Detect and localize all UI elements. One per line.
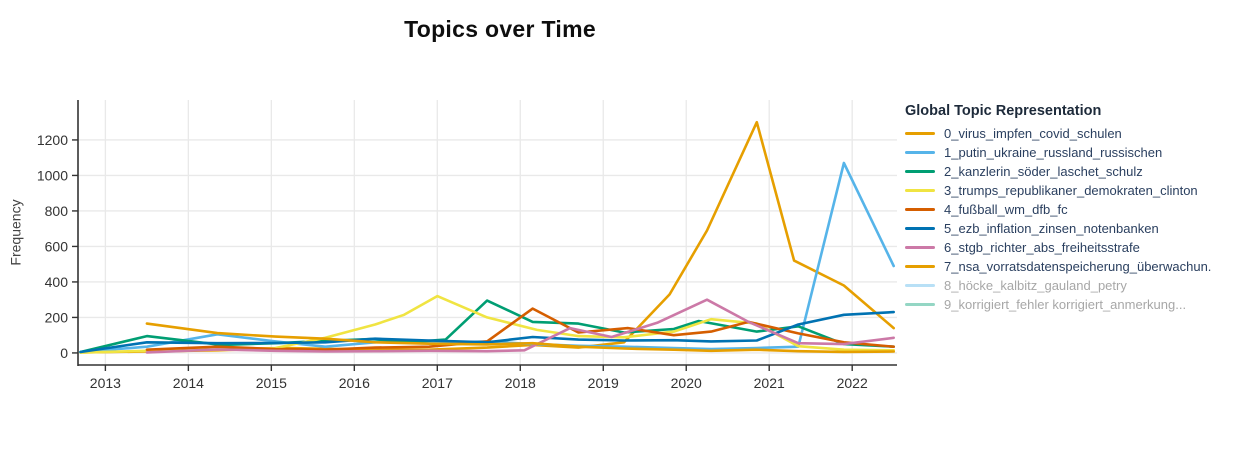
y-tick-label: 400 bbox=[45, 274, 69, 290]
legend-item-label: 6_stgb_richter_abs_freiheitsstrafe bbox=[944, 240, 1140, 255]
x-tick-label: 2022 bbox=[837, 375, 868, 391]
legend-swatch-icon bbox=[905, 265, 935, 268]
legend-swatch-icon bbox=[905, 246, 935, 249]
legend-item-label: 1_putin_ukraine_russland_russischen bbox=[944, 145, 1163, 160]
y-tick-label: 800 bbox=[45, 203, 69, 219]
legend-item-label: 2_kanzlerin_söder_laschet_schulz bbox=[944, 164, 1143, 179]
series-line-4[interactable] bbox=[145, 307, 896, 352]
series-lines bbox=[79, 120, 896, 354]
legend-item-label: 9_korrigiert_fehler korrigiert_anmerkung… bbox=[944, 297, 1187, 312]
legend-item-4[interactable]: 4_fußball_wm_dfb_fc bbox=[905, 200, 1245, 219]
legend-item-6[interactable]: 6_stgb_richter_abs_freiheitsstrafe bbox=[905, 238, 1245, 257]
series-line-1[interactable] bbox=[79, 161, 896, 354]
y-axis-title: Frequency bbox=[7, 199, 24, 266]
legend-item-label: 8_höcke_kalbitz_gauland_petry bbox=[944, 278, 1127, 293]
legend-title: Global Topic Representation bbox=[905, 103, 1102, 119]
legend-item-label: 4_fußball_wm_dfb_fc bbox=[944, 202, 1068, 217]
legend-swatch-icon bbox=[905, 189, 935, 192]
legend-item-5[interactable]: 5_ezb_inflation_zinsen_notenbanken bbox=[905, 219, 1245, 238]
series-line-5[interactable] bbox=[79, 310, 896, 354]
legend-item-label: 3_trumps_republikaner_demokraten_clinton bbox=[944, 183, 1198, 198]
legend-swatch-icon bbox=[905, 151, 935, 154]
y-tick-label: 1200 bbox=[37, 132, 68, 148]
y-tick-label: 0 bbox=[60, 345, 68, 361]
legend-item-2[interactable]: 2_kanzlerin_söder_laschet_schulz bbox=[905, 162, 1245, 181]
x-tick-label: 2015 bbox=[256, 375, 287, 391]
x-tick-label: 2019 bbox=[588, 375, 619, 391]
x-tick-label: 2021 bbox=[754, 375, 785, 391]
legend-item-3[interactable]: 3_trumps_republikaner_demokraten_clinton bbox=[905, 181, 1245, 200]
y-tick-label: 600 bbox=[45, 238, 69, 254]
legend-item-9[interactable]: 9_korrigiert_fehler korrigiert_anmerkung… bbox=[905, 295, 1245, 314]
legend-item-label: 7_nsa_vorratsdatenspeicherung_überwachun… bbox=[944, 259, 1212, 274]
legend-swatch-icon bbox=[905, 132, 935, 135]
legend-items: 0_virus_impfen_covid_schulen 1_putin_ukra… bbox=[905, 124, 1245, 314]
legend-item-1[interactable]: 1_putin_ukraine_russland_russischen bbox=[905, 143, 1245, 162]
x-tick-label: 2020 bbox=[671, 375, 702, 391]
series-line-6[interactable] bbox=[145, 298, 896, 354]
series-line-7[interactable] bbox=[145, 322, 896, 354]
grid-lines bbox=[78, 100, 897, 365]
legend-item-8[interactable]: 8_höcke_kalbitz_gauland_petry bbox=[905, 276, 1245, 295]
legend-swatch-icon bbox=[905, 284, 935, 287]
legend-swatch-icon bbox=[905, 170, 935, 173]
x-tick-label: 2013 bbox=[90, 375, 121, 391]
y-tick-label: 1000 bbox=[37, 167, 68, 183]
legend-swatch-icon bbox=[905, 227, 935, 230]
legend-swatch-icon bbox=[905, 303, 935, 306]
x-tick-label: 2017 bbox=[422, 375, 453, 391]
x-tick-label: 2014 bbox=[173, 375, 204, 391]
legend-item-0[interactable]: 0_virus_impfen_covid_schulen bbox=[905, 124, 1245, 143]
legend-item-label: 0_virus_impfen_covid_schulen bbox=[944, 126, 1122, 141]
y-tick-label: 200 bbox=[45, 309, 69, 325]
legend: Global Topic Representation 0_virus_impf… bbox=[905, 103, 1245, 314]
page-title: Topics over Time bbox=[404, 16, 596, 42]
axes: 0 200 400 600 800 1000 1200 2013 2014 2015 2016 201… bbox=[37, 100, 897, 391]
legend-item-7[interactable]: 7_nsa_vorratsdatenspeicherung_überwachun… bbox=[905, 257, 1245, 276]
x-tick-label: 2018 bbox=[505, 375, 536, 391]
legend-swatch-icon bbox=[905, 208, 935, 211]
legend-item-label: 5_ezb_inflation_zinsen_notenbanken bbox=[944, 221, 1159, 236]
x-tick-label: 2016 bbox=[339, 375, 370, 391]
